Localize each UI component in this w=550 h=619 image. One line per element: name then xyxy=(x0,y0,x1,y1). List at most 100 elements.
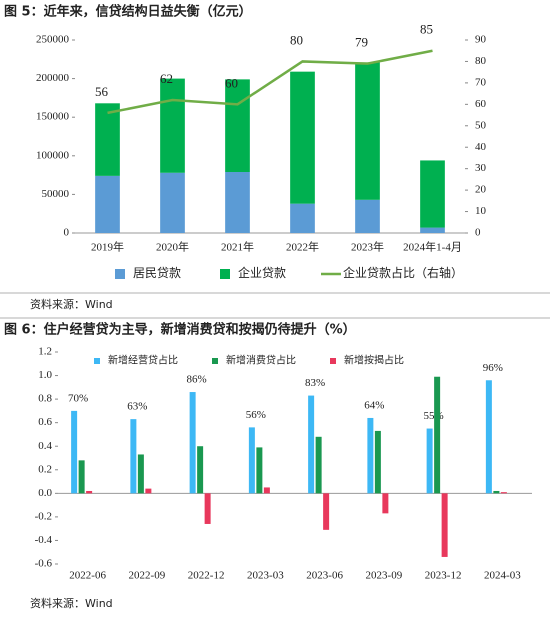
bar xyxy=(189,392,196,494)
bar xyxy=(71,410,78,494)
legend-label: 企业贷款占比（右轴） xyxy=(343,265,463,280)
legend-swatch xyxy=(212,358,218,364)
legend-label: 企业贷款 xyxy=(238,265,286,280)
x-tick-label: 2019年 xyxy=(91,240,124,254)
bar xyxy=(95,103,120,176)
data-label: 83% xyxy=(305,377,325,389)
y-tick-label: 1.2 xyxy=(38,346,52,358)
x-tick-label: 2022-12 xyxy=(188,570,225,582)
x-tick-label: 2023-12 xyxy=(425,570,462,582)
data-label: 60 xyxy=(225,75,238,90)
y-tick-label: -0.6 xyxy=(35,558,53,570)
data-label: 64% xyxy=(364,399,384,411)
y2-tick-label: 10 xyxy=(475,205,487,217)
x-tick-label: 2022年 xyxy=(286,240,319,254)
y-tick-label: 0.6 xyxy=(38,416,52,428)
y2-tick-label: 80 xyxy=(475,55,487,67)
bar xyxy=(493,490,500,494)
x-tick-label: 2024-03 xyxy=(484,570,521,582)
legend-label: 新增经营贷占比 xyxy=(108,353,178,366)
bar xyxy=(426,428,433,494)
data-label: 55% xyxy=(424,410,444,422)
source: 资料来源：Wind xyxy=(30,297,113,311)
bar xyxy=(374,430,381,494)
x-tick-label: 2022-06 xyxy=(69,570,106,582)
data-label: 56 xyxy=(95,84,109,99)
bar xyxy=(95,175,120,233)
bar xyxy=(256,447,263,494)
data-label: 63% xyxy=(127,401,147,413)
data-label: 85 xyxy=(420,22,433,37)
bar xyxy=(382,493,389,514)
legend-swatch xyxy=(330,358,336,364)
data-label: 86% xyxy=(187,374,207,386)
y2-tick-label: 30 xyxy=(475,162,487,174)
bar xyxy=(420,160,445,228)
y-tick-label: 0.8 xyxy=(38,393,52,405)
bar xyxy=(323,493,330,530)
bar xyxy=(308,395,315,494)
chart-title: 图 6：住户经营贷为主导，新增消费贷和按揭仍待提升（%） xyxy=(4,322,356,338)
legend-label: 居民贷款 xyxy=(133,266,181,280)
x-tick-label: 2022-09 xyxy=(129,570,166,582)
bar xyxy=(263,487,270,494)
y-tick-label: 0 xyxy=(64,227,70,239)
y2-tick-label: 90 xyxy=(475,34,487,46)
bar xyxy=(225,79,250,173)
legend-label: 新增按揭占比 xyxy=(344,353,404,366)
data-label: 96% xyxy=(483,362,503,374)
legend-swatch xyxy=(115,269,125,279)
x-tick-label: 2023-06 xyxy=(306,570,343,582)
y-tick-label: 50000 xyxy=(42,188,70,200)
x-tick-label: 2023年 xyxy=(351,240,384,254)
bar xyxy=(160,172,185,233)
y2-tick-label: 20 xyxy=(475,184,487,196)
data-label: 79 xyxy=(355,35,368,50)
bar xyxy=(420,227,445,233)
y2-tick-label: 40 xyxy=(475,141,487,153)
source: 资料来源：Wind xyxy=(30,596,113,610)
bar xyxy=(441,493,448,557)
legend-swatch xyxy=(220,269,230,279)
bar xyxy=(225,172,250,233)
data-label: 56% xyxy=(246,409,266,421)
bar xyxy=(290,203,315,233)
x-tick-label: 2024年1-4月 xyxy=(403,240,462,254)
bar xyxy=(86,490,93,494)
bar xyxy=(500,492,507,494)
y2-tick-label: 60 xyxy=(475,98,487,110)
bar xyxy=(130,419,137,494)
bar xyxy=(137,454,144,494)
x-tick-label: 2020年 xyxy=(156,240,189,254)
bar xyxy=(78,460,85,494)
bar xyxy=(248,427,255,494)
bar xyxy=(485,380,492,494)
y2-tick-label: 0 xyxy=(475,227,481,239)
bar xyxy=(290,71,315,204)
y-tick-label: 200000 xyxy=(36,72,70,84)
x-tick-label: 2021年 xyxy=(221,240,254,254)
bar xyxy=(355,62,380,200)
y-tick-label: 0.0 xyxy=(38,487,52,499)
bar xyxy=(315,436,322,494)
y-tick-label: 0.2 xyxy=(38,463,52,475)
legend-swatch xyxy=(94,358,100,364)
data-label: 62 xyxy=(160,71,173,86)
bar xyxy=(355,199,380,233)
y-tick-label: 250000 xyxy=(36,34,70,46)
data-label: 70% xyxy=(68,392,88,404)
chart-title: 图 5：近年来，信贷结构日益失衡（亿元） xyxy=(4,4,252,20)
bar xyxy=(160,78,185,173)
bar xyxy=(197,446,204,494)
y2-tick-label: 70 xyxy=(475,76,487,88)
x-tick-label: 2023-09 xyxy=(366,570,403,582)
y-tick-label: 100000 xyxy=(36,149,70,161)
x-tick-label: 2023-03 xyxy=(247,570,284,582)
y-tick-label: -0.2 xyxy=(35,510,52,522)
line xyxy=(107,49,433,115)
y-tick-label: 150000 xyxy=(36,111,70,123)
y-tick-label: 1.0 xyxy=(38,369,52,381)
data-label: 80 xyxy=(290,32,303,47)
y-tick-label: -0.4 xyxy=(35,534,53,546)
